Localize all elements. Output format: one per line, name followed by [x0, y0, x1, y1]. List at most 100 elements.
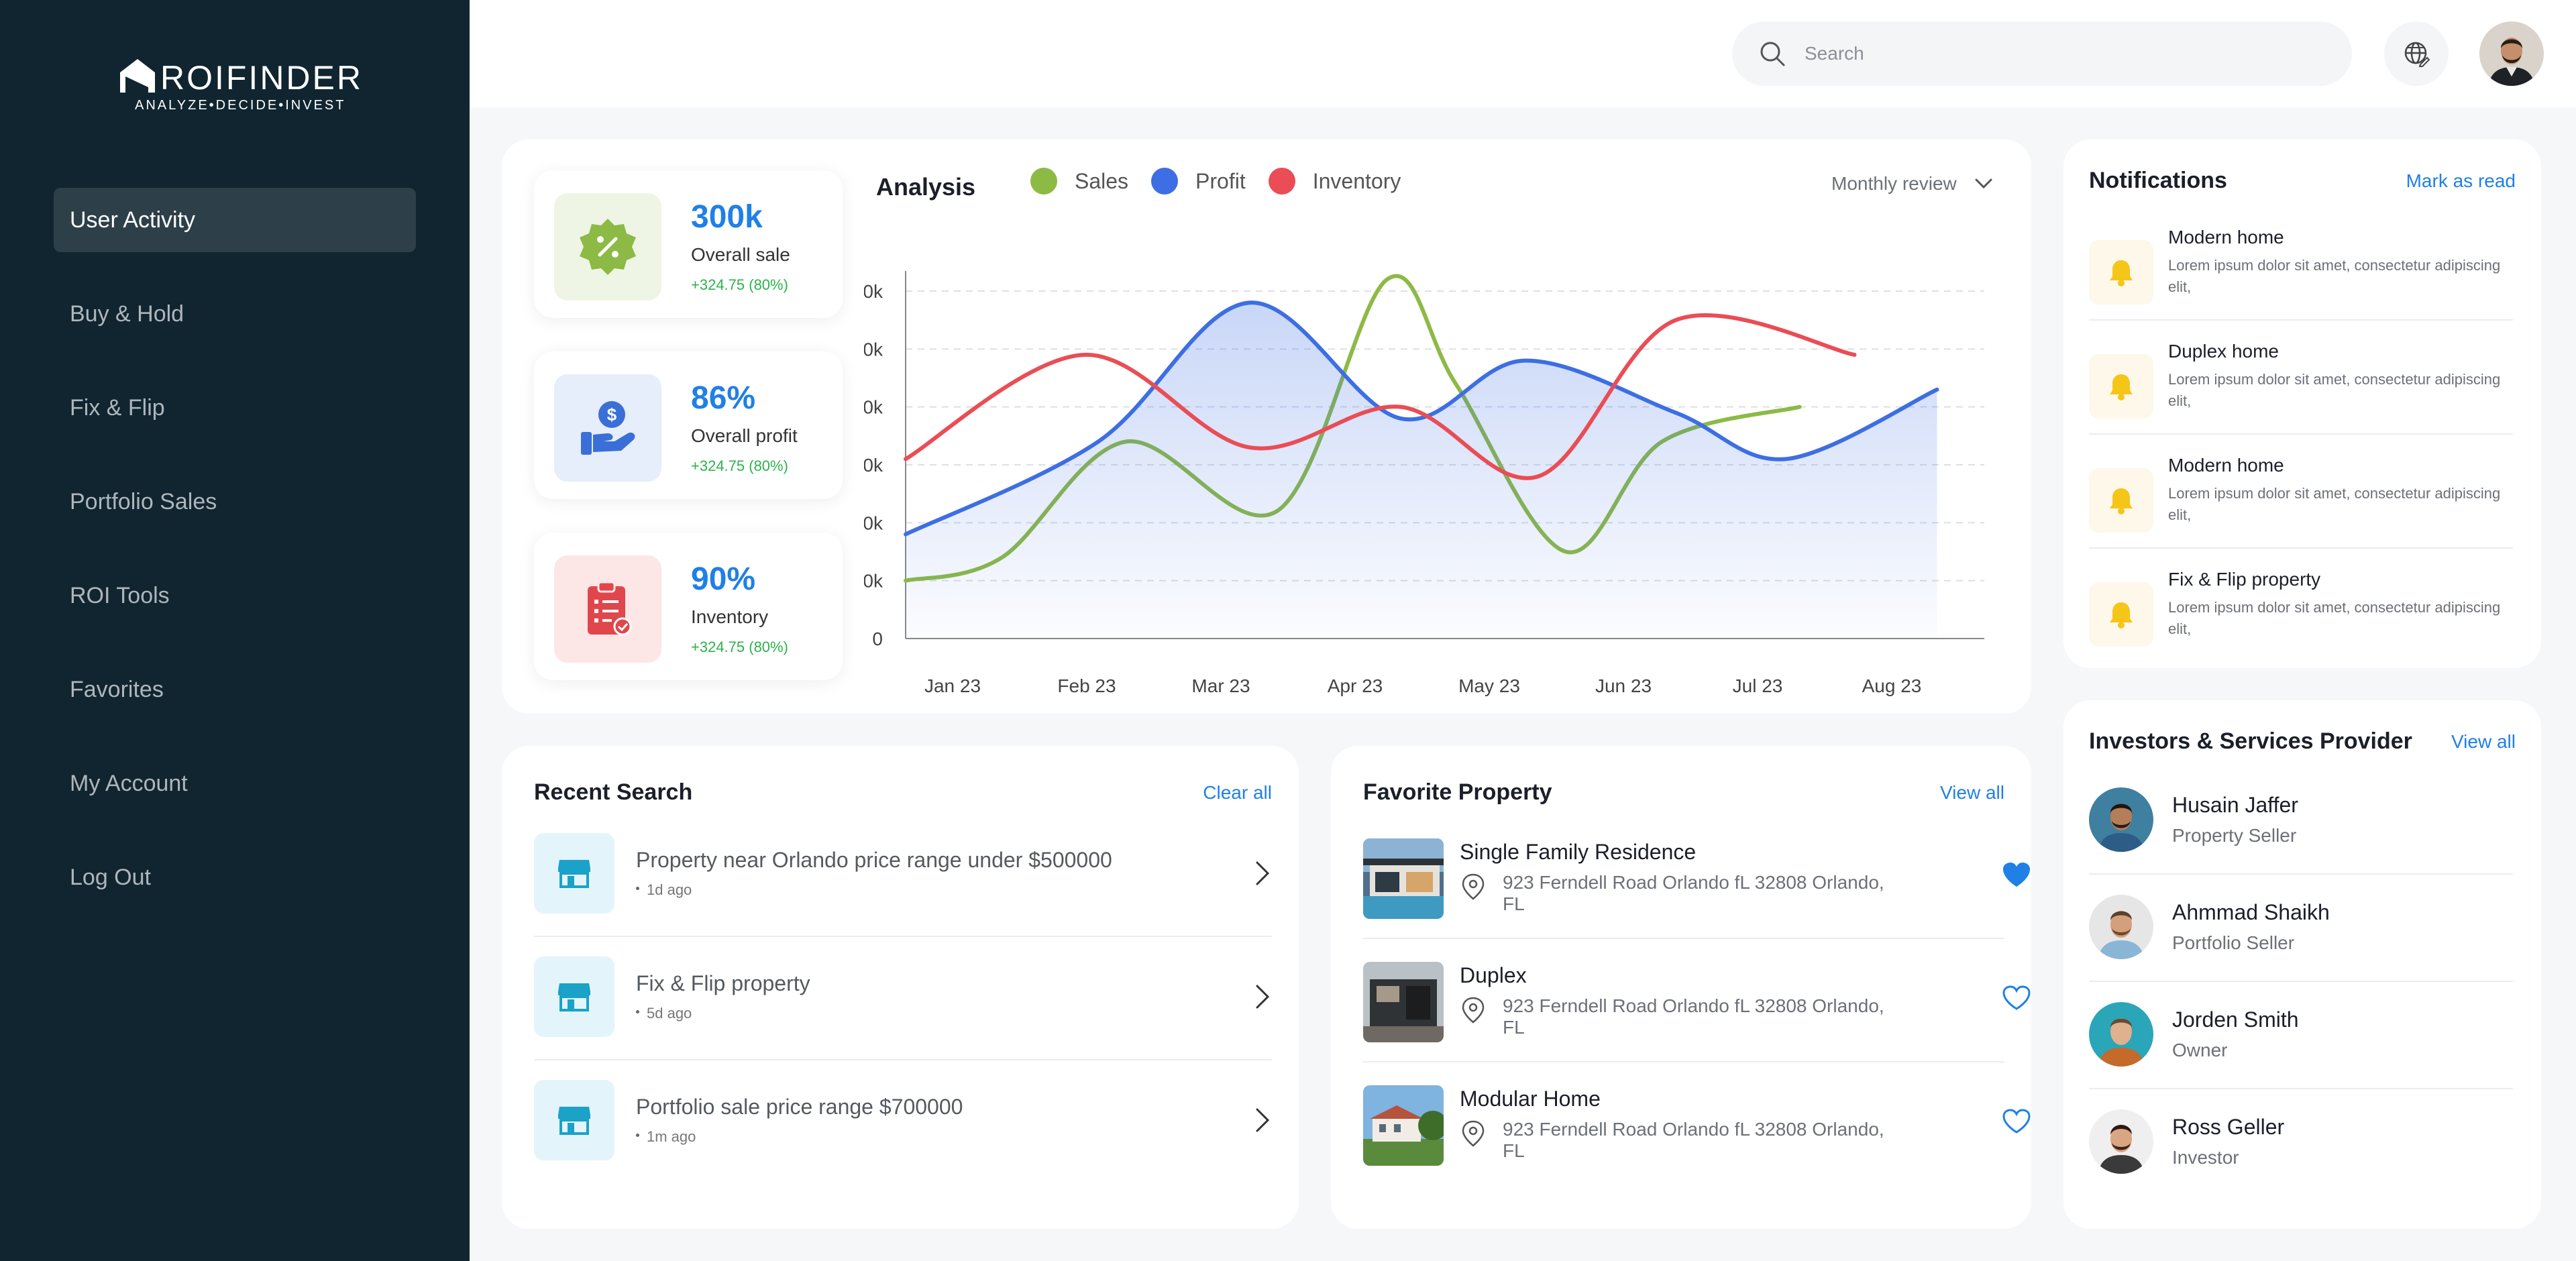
notification-body: Lorem ipsum dolor sit amet, consectetur … — [2168, 485, 2501, 523]
stat-card-overall-profit[interactable]: $ 86% Overall profit +324.75 (80%) — [534, 351, 843, 499]
notification-title: Modern home — [2168, 455, 2284, 476]
notification-item[interactable]: Fix & Flip property Lorem ipsum dolor si… — [2089, 569, 2513, 656]
legend-item-profit[interactable]: Profit — [1151, 168, 1246, 195]
stat-card-inventory[interactable]: 90% Inventory +324.75 (80%) — [534, 533, 843, 680]
sidebar-item-fix-flip[interactable]: Fix & Flip — [54, 376, 416, 440]
stat-card-overall-sale[interactable]: 300k Overall sale +324.75 (80%) — [534, 170, 843, 318]
top-bar — [470, 0, 2576, 107]
recent-search-item[interactable]: Property near Orlando price range under … — [534, 833, 1280, 914]
sidebar-item-buy-hold[interactable]: Buy & Hold — [54, 282, 416, 346]
property-item[interactable]: Modular Home 923 Ferndell Road Orlando f… — [1363, 1085, 2031, 1166]
section-title: Favorite Property — [1363, 779, 1552, 805]
rs-icon-container — [534, 956, 614, 1037]
investor-item[interactable]: Husain Jaffer Property Seller — [2089, 787, 2513, 855]
x-tick-label: Jun 23 — [1595, 675, 1652, 696]
sidebar-item-label: ROI Tools — [70, 582, 170, 608]
legend-dot — [1151, 168, 1179, 195]
x-tick-label: Mar 23 — [1191, 675, 1250, 696]
property-photo — [1363, 1085, 1444, 1166]
avatar-image — [2089, 895, 2153, 959]
legend-label: Inventory — [1312, 168, 1401, 193]
divider — [534, 1059, 1272, 1060]
stat-value: 90% — [691, 561, 756, 597]
bullet — [636, 887, 639, 890]
nt-icon-container — [2089, 240, 2153, 305]
investor-role: Owner — [2172, 1040, 2228, 1060]
sidebar-item-roi-tools[interactable]: ROI Tools — [54, 563, 416, 628]
notification-item[interactable]: Duplex home Lorem ipsum dolor sit amet, … — [2089, 341, 2513, 428]
legend-item-sales[interactable]: Sales — [1030, 168, 1128, 195]
investor-name: Jorden Smith — [2172, 1007, 2299, 1032]
x-tick-label: Feb 23 — [1057, 675, 1116, 696]
avatar — [2089, 787, 2153, 852]
stat-change: +324.75 (80%) — [691, 639, 788, 655]
y-tick-label: $20k — [864, 571, 883, 592]
section-title: Investors & Services Provider — [2089, 728, 2412, 754]
legend-dot — [1030, 168, 1057, 195]
brand-tagline: ANALYZE•DECIDE•INVEST — [135, 98, 346, 113]
stat-icon-container — [554, 555, 661, 663]
avatar-image — [2089, 1109, 2153, 1174]
divider — [2089, 547, 2513, 549]
search-icon — [1760, 42, 1785, 66]
search-time: 5d ago — [647, 1005, 692, 1022]
notification-item[interactable]: Modern home Lorem ipsum dolor sit amet, … — [2089, 227, 2513, 314]
sidebar: ROIFINDER ANALYZE•DECIDE•INVEST User Act… — [0, 0, 470, 1261]
heart-filled-icon[interactable] — [2002, 861, 2031, 888]
legend-label: Sales — [1075, 168, 1129, 193]
property-title: Single Family Residence — [1460, 840, 1697, 864]
stat-change: +324.75 (80%) — [691, 457, 788, 474]
divider — [534, 936, 1272, 937]
heart-outline-icon[interactable] — [2002, 985, 2031, 1011]
sidebar-item-favorites[interactable]: Favorites — [54, 657, 416, 722]
legend-item-inventory[interactable]: Inventory — [1268, 168, 1401, 195]
sidebar-item-my-account[interactable]: My Account — [54, 751, 416, 816]
search-bar[interactable] — [1732, 21, 2352, 86]
series-line-inventory — [904, 313, 1857, 480]
rs-icon-container — [534, 833, 614, 914]
mark-as-read-button[interactable]: Mark as read — [2406, 170, 2516, 191]
property-item[interactable]: Single Family Residence 923 Ferndell Roa… — [1363, 838, 2031, 919]
dropdown-label: Monthly review — [1831, 173, 1957, 194]
sidebar-item-label: Buy & Hold — [70, 300, 184, 327]
sidebar-item-label: My Account — [70, 770, 188, 796]
search-input[interactable] — [1805, 43, 2314, 64]
analysis-card: 300k Overall sale +324.75 (80%) $ 86% Ov… — [502, 140, 2031, 714]
investor-item[interactable]: Jorden Smith Owner — [2089, 1002, 2513, 1069]
chevron-right-icon — [1256, 861, 1270, 885]
recent-search-item[interactable]: Fix & Flip property 5d ago — [534, 956, 1280, 1037]
view-all-investors-link[interactable]: View all — [2451, 731, 2516, 752]
investor-item[interactable]: Ross Geller Investor — [2089, 1109, 2513, 1176]
y-tick-label: $160k — [864, 397, 883, 418]
chart-legend: Sales Profit Inventory — [1030, 168, 1424, 195]
bell-icon — [2110, 602, 2133, 628]
sidebar-item-user-activity[interactable]: User Activity — [54, 188, 416, 252]
avatar — [2089, 895, 2153, 959]
brand-logo[interactable]: ROIFINDER ANALYZE•DECIDE•INVEST — [117, 55, 361, 122]
view-all-properties-link[interactable]: View all — [1940, 782, 2004, 803]
property-item[interactable]: Duplex 923 Ferndell Road Orlando fL 3280… — [1363, 962, 2031, 1042]
heart-outline-icon[interactable] — [2002, 1108, 2031, 1135]
investor-name: Ahmmad Shaikh — [2172, 900, 2330, 924]
user-avatar[interactable] — [2479, 21, 2544, 86]
property-address: 923 Ferndell Road Orlando fL 32808 Orlan… — [1503, 1119, 1884, 1161]
avatar — [2089, 1002, 2153, 1066]
investor-item[interactable]: Ahmmad Shaikh Portfolio Seller — [2089, 895, 2513, 962]
divider — [2089, 873, 2513, 875]
sidebar-item-portfolio-sales[interactable]: Portfolio Sales — [54, 470, 416, 534]
recent-search-item[interactable]: Portfolio sale price range $700000 1m ag… — [534, 1080, 1280, 1160]
sidebar-item-log-out[interactable]: Log Out — [54, 845, 416, 910]
notification-item[interactable]: Modern home Lorem ipsum dolor sit amet, … — [2089, 455, 2513, 542]
divider — [2089, 433, 2513, 435]
investor-role: Property Seller — [2172, 825, 2297, 846]
favorite-property-card: Favorite Property View all Single Family… — [1331, 746, 2031, 1229]
property-thumbnail — [1363, 962, 1444, 1042]
investor-name: Husain Jaffer — [2172, 793, 2298, 817]
legend-label: Profit — [1195, 168, 1246, 193]
clear-all-button[interactable]: Clear all — [1203, 782, 1272, 803]
property-thumbnail — [1363, 838, 1444, 919]
x-tick-label: Jul 23 — [1733, 675, 1783, 696]
language-button[interactable] — [2384, 21, 2449, 86]
clipboard-check-icon — [588, 581, 632, 636]
monthly-review-dropdown[interactable]: Monthly review — [1831, 173, 1993, 195]
